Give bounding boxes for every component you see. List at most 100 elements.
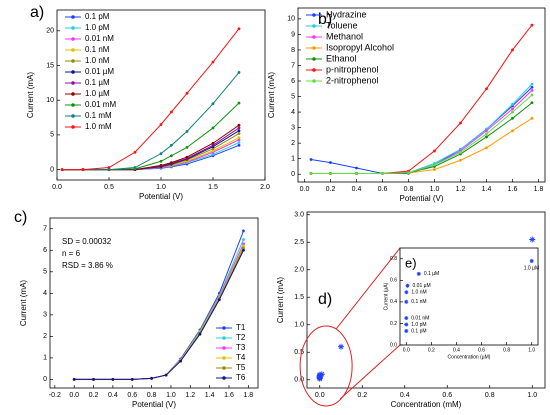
data-point	[511, 102, 514, 106]
legend-marker	[222, 356, 226, 360]
data-point	[329, 161, 332, 164]
data-point	[329, 172, 332, 175]
point-label: 1.0 pM	[411, 322, 426, 328]
legend-label: Hydrazine	[326, 9, 367, 19]
zoom-connector	[335, 247, 401, 330]
data-point	[404, 299, 409, 304]
legend-label: 0.1 pM	[85, 12, 110, 21]
legend-label: 1.0 nM	[85, 56, 110, 65]
y-tick-label: 8	[291, 47, 295, 54]
annotation: SD = 0.00032	[62, 237, 112, 246]
inset-background	[400, 248, 538, 345]
data-point	[381, 172, 384, 175]
x-tick-label: 0.6	[478, 347, 485, 353]
y-tick-label: 1	[43, 355, 47, 362]
legend-label: Isopropyl Alcohol	[326, 42, 394, 52]
data-point	[159, 159, 163, 163]
legend-marker	[71, 92, 75, 96]
data-point	[407, 171, 410, 175]
legend-marker	[71, 59, 75, 63]
y-tick-label: 10	[46, 97, 54, 104]
point-label: 1.0 nM	[411, 290, 426, 296]
legend-label: T1	[236, 323, 246, 332]
y-tick-label: 20	[46, 28, 54, 35]
data-point	[511, 110, 514, 114]
legend-label: 0.01 µM	[85, 67, 114, 76]
y-tick-label: 10	[287, 16, 295, 23]
point-label: 0.01 µM	[413, 283, 431, 289]
legend-label: 1.0 mM	[85, 122, 112, 131]
data-point	[459, 158, 462, 162]
data-point	[485, 132, 488, 136]
x-tick-label: 0.4	[108, 392, 118, 399]
x-tick-label: 0.2	[357, 392, 367, 399]
y-tick-label: 1.5	[294, 294, 304, 301]
legend-label: 2-nitrophenol	[326, 75, 379, 85]
data-point	[242, 244, 245, 248]
data-point	[309, 158, 313, 161]
point-label: 0.01 nM	[411, 315, 429, 321]
data-point	[530, 85, 534, 89]
data-point	[130, 377, 134, 381]
point-label: 0.1 nM	[411, 299, 426, 305]
y-tick-label: 1.0	[294, 322, 304, 329]
plot-frame	[306, 211, 546, 389]
data-point	[530, 82, 534, 86]
data-point	[237, 143, 241, 147]
y-tick-label: 0.6	[390, 278, 397, 284]
y-tick-label: 0.2	[390, 321, 397, 327]
panel-label: a)	[30, 4, 44, 21]
point-label: 1.0 µM	[524, 265, 539, 271]
plot-frame	[297, 7, 546, 183]
legend-label: Ethanol	[326, 53, 357, 63]
data-point	[433, 168, 436, 171]
legend-marker	[312, 46, 316, 50]
y-tick-label: 3	[43, 312, 47, 319]
legend-label: 0.01 nM	[85, 34, 114, 43]
legend-marker	[71, 15, 75, 19]
data-point	[211, 152, 215, 156]
x-tick-label: 1.0	[528, 347, 535, 353]
y-tick-label: 0.8	[390, 256, 397, 262]
legend-marker	[312, 57, 316, 61]
zoom-ellipse	[299, 325, 353, 407]
data-point	[459, 121, 462, 125]
y-axis-label: Current (mA)	[26, 72, 35, 119]
legend-label: 0.1 nM	[85, 45, 110, 54]
legend-marker	[312, 13, 316, 17]
data-point	[237, 71, 241, 74]
data-point	[242, 229, 245, 233]
x-tick-label: 0.0	[300, 186, 310, 193]
annotation: RSD = 3.86 %	[62, 261, 113, 270]
panel-label: c)	[14, 209, 27, 226]
data-point	[309, 172, 313, 175]
y-tick-label: 0	[43, 376, 47, 383]
data-line	[74, 250, 244, 380]
data-point	[179, 359, 183, 363]
x-tick-label: 0.8	[147, 392, 157, 399]
data-point	[107, 166, 111, 169]
legend-marker	[222, 376, 226, 380]
data-point	[237, 129, 241, 133]
data-point	[459, 151, 462, 154]
data-point	[530, 116, 534, 120]
data-point	[530, 23, 534, 27]
data-point	[217, 298, 221, 302]
y-tick-label: 0	[50, 166, 54, 173]
y-tick-label: 4	[291, 109, 295, 116]
panel-label: d)	[318, 291, 332, 308]
legend-label: Toluene	[326, 20, 358, 30]
data-point	[185, 91, 189, 95]
data-point	[211, 126, 215, 130]
data-point	[107, 168, 111, 171]
data-point	[159, 123, 163, 126]
legend-label: T5	[236, 363, 246, 372]
x-tick-label: 1.5	[208, 184, 218, 191]
data-point	[237, 101, 241, 105]
data-point	[405, 283, 410, 288]
x-tick-label: 0.6	[442, 392, 452, 399]
point-label: 0.1 pM	[411, 328, 426, 334]
legend-marker	[222, 346, 226, 350]
x-tick-label: 0.2	[428, 347, 435, 353]
x-tick-label: 0.0	[403, 347, 410, 353]
